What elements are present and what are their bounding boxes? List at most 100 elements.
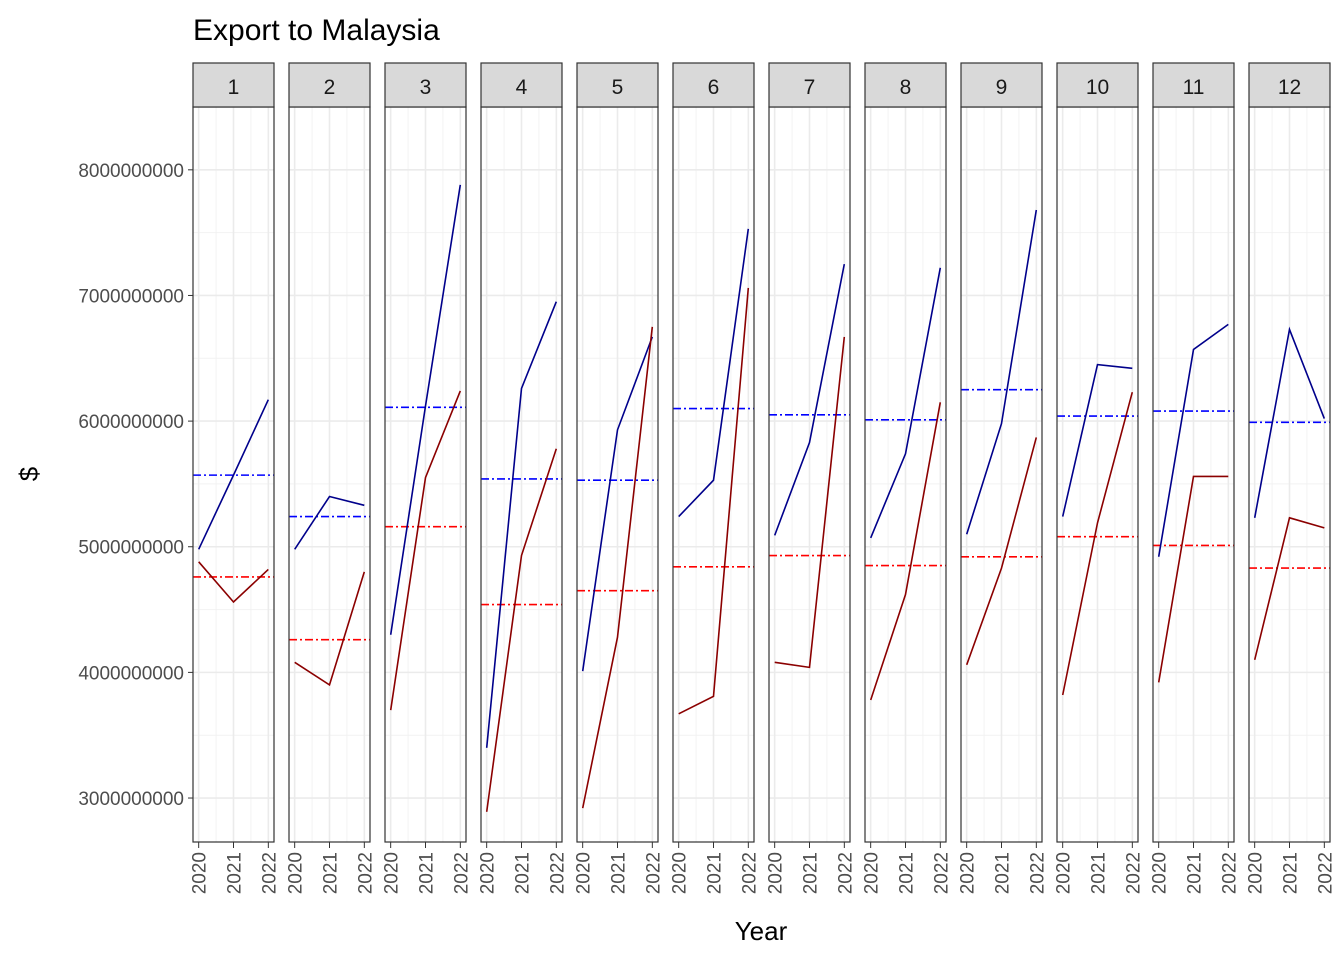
x-tick-label: 2021 [417, 852, 438, 894]
y-tick-label: 8000000000 [78, 161, 184, 182]
facet-strip-label: 3 [420, 76, 432, 99]
x-tick-label: 2022 [1315, 852, 1336, 894]
y-tick-label: 3000000000 [78, 789, 184, 810]
x-tick-label: 2021 [1185, 852, 1206, 894]
series-line-blue [1061, 363, 1133, 517]
facet-strip-label: 12 [1278, 76, 1301, 99]
series-line-blue [1157, 323, 1229, 557]
x-tick-label: 2022 [451, 852, 472, 894]
facet-panel: 10 2020 2021 2022 [1054, 62, 1144, 894]
series-line-blue [678, 228, 750, 518]
facet-strip [768, 62, 851, 108]
facet-panel: 1 2020 2021 2022 [190, 62, 280, 894]
x-tick-label: 2020 [766, 852, 787, 894]
y-tick-label: 4000000000 [78, 663, 184, 684]
x-tick-label: 2022 [835, 852, 856, 894]
x-axis-title: Year [735, 916, 788, 946]
series-line-red [869, 402, 942, 701]
facet-strip-label: 11 [1183, 76, 1205, 99]
series-line-blue [965, 209, 1038, 535]
facet-strip-label: 9 [996, 76, 1008, 99]
series-line-red [1061, 391, 1134, 696]
x-tick-label: 2022 [259, 852, 280, 894]
x-tick-label: 2021 [1089, 852, 1110, 894]
facet-strip [576, 62, 659, 108]
chart-title: Export to Malaysia [193, 14, 440, 47]
facet-strip [384, 62, 467, 108]
x-tick-label: 2020 [958, 852, 979, 894]
x-tick-label: 2020 [574, 852, 595, 894]
facet-strip-label: 6 [708, 76, 720, 99]
series-line-blue [1253, 326, 1326, 518]
series-line-red [1157, 475, 1229, 683]
x-tick-label: 2020 [286, 852, 307, 894]
y-tick-label: 7000000000 [78, 286, 184, 307]
x-tick-label: 2021 [321, 852, 342, 894]
series-line-blue [773, 263, 846, 536]
facet-strip [960, 62, 1043, 108]
series-line-red [389, 390, 462, 711]
facet-strip [288, 62, 371, 108]
x-tick-label: 2020 [382, 852, 403, 894]
series-line-blue [485, 301, 558, 748]
facet-panel: 4 2020 2021 2022 [478, 62, 568, 894]
series-line-red [198, 561, 269, 604]
x-tick-label: 2020 [670, 852, 691, 894]
x-tick-label: 2021 [993, 852, 1014, 894]
series-line-blue [581, 336, 654, 672]
y-tick-label: 5000000000 [78, 538, 184, 559]
series-line-blue [389, 184, 462, 635]
facet-panel: 6 2020 2021 2022 [670, 62, 760, 894]
series-line-red [294, 571, 366, 687]
facet-strip [864, 62, 947, 108]
facet-panel: 7 2020 2021 2022 [766, 62, 856, 894]
series-line-red [965, 437, 1038, 666]
x-tick-label: 2022 [739, 852, 760, 894]
x-tick-label: 2021 [1281, 852, 1302, 894]
facet-strip [480, 62, 563, 108]
facet-panel: 9 2020 2021 2022 [958, 62, 1048, 894]
facet-panel: 3 2020 2021 2022 [382, 62, 472, 894]
x-tick-label: 2021 [897, 852, 918, 894]
facet-strip-label: 7 [804, 76, 816, 99]
y-axis: 3000000000 4000000000 5000000000 6000000000… [78, 161, 193, 810]
facet-panel: 11 2020 2021 2022 [1150, 62, 1240, 894]
y-tick-label: 6000000000 [78, 412, 184, 433]
facet-strip [1248, 62, 1331, 108]
y-axis-title: $ [14, 466, 44, 481]
facet-strip [192, 62, 275, 108]
series-line-red [485, 448, 558, 812]
facet-strip [672, 62, 755, 108]
facet-strip-label: 1 [228, 76, 240, 99]
x-tick-label: 2021 [801, 852, 822, 894]
series-line-red [774, 336, 846, 669]
x-tick-label: 2020 [862, 852, 883, 894]
x-tick-label: 2020 [190, 852, 211, 894]
x-tick-label: 2022 [1027, 852, 1048, 894]
facet-strip [1152, 62, 1235, 108]
x-tick-label: 2020 [1150, 852, 1171, 894]
x-tick-label: 2022 [931, 852, 952, 894]
x-tick-label: 2022 [547, 852, 568, 894]
x-tick-label: 2021 [225, 852, 246, 894]
facet-panel: 12 2020 2021 2022 [1246, 62, 1336, 894]
x-tick-label: 2021 [513, 852, 534, 894]
x-tick-label: 2022 [1123, 852, 1144, 894]
x-tick-label: 2021 [609, 852, 630, 894]
x-tick-label: 2022 [1219, 852, 1240, 894]
series-line-red [1253, 516, 1325, 660]
series-line-blue [197, 399, 270, 550]
x-tick-label: 2021 [705, 852, 726, 894]
facet-panel: 5 2020 2021 2022 [574, 62, 664, 894]
x-tick-label: 2022 [355, 852, 376, 894]
x-tick-label: 2020 [478, 852, 499, 894]
series-line-blue [869, 267, 942, 539]
x-tick-label: 2020 [1246, 852, 1267, 894]
facet-strip-label: 2 [324, 76, 336, 99]
series-line-red [581, 326, 654, 809]
x-tick-label: 2022 [643, 852, 664, 894]
facet-panel: 2 2020 2021 2022 [286, 62, 376, 894]
facet-panel: 8 2020 2021 2022 [862, 62, 952, 894]
